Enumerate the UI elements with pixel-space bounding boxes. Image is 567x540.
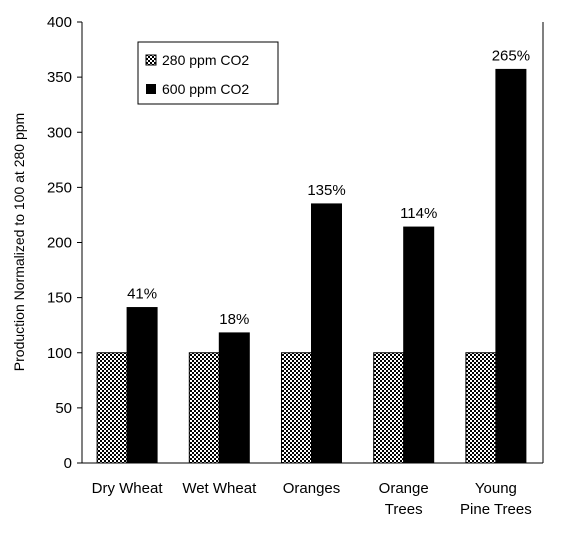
data-label: 265%	[492, 47, 530, 64]
y-axis-ticks: 0 50 100 150 200 250 300 350 400	[47, 14, 82, 472]
bar-280ppm	[281, 352, 312, 464]
legend-swatch-280	[145, 54, 157, 66]
bar-600ppm	[126, 307, 158, 464]
data-label: 114%	[400, 205, 437, 222]
data-label: 18%	[219, 311, 249, 328]
bar-280ppm	[96, 352, 128, 464]
bar-600ppm	[403, 226, 435, 464]
category-label: Oranges	[283, 480, 341, 497]
bar-600ppm	[218, 332, 250, 464]
bar-280ppm	[373, 352, 405, 464]
bar-280ppm	[465, 352, 497, 464]
bar-600ppm	[311, 203, 342, 464]
y-tick-label: 350	[47, 69, 72, 86]
bar-600ppm	[495, 68, 527, 464]
y-axis-title: Production Normalized to 100 at 280 ppm	[11, 113, 27, 371]
bar-280ppm	[188, 352, 220, 464]
legend-label-600: 600 ppm CO2	[162, 81, 249, 97]
data-label: 41%	[127, 286, 157, 303]
y-tick-label: 0	[64, 455, 72, 472]
category-label: Pine Trees	[460, 501, 532, 518]
data-label: 135%	[307, 182, 345, 199]
category-label: Dry Wheat	[92, 480, 164, 497]
category-label: Wet Wheat	[182, 480, 257, 497]
category-label: Trees	[385, 501, 423, 518]
legend-label-280: 280 ppm CO2	[162, 52, 249, 68]
bars-group	[96, 68, 527, 464]
y-tick-label: 300	[47, 124, 72, 141]
legend-swatch-600	[146, 84, 156, 94]
y-tick-label: 250	[47, 179, 72, 196]
y-tick-label: 200	[47, 235, 72, 252]
data-labels-group: 41% 18% 135% 114% 265%	[127, 47, 530, 327]
y-tick-label: 400	[47, 14, 72, 31]
y-tick-label: 100	[47, 345, 72, 362]
legend-box	[137, 41, 279, 105]
category-labels-group: Dry Wheat Wet Wheat Oranges Orange Trees Youn…	[92, 480, 532, 518]
y-tick-label: 50	[55, 400, 72, 417]
category-label: Young	[475, 480, 517, 497]
legend: 280 ppm CO2 600 ppm CO2	[137, 41, 279, 105]
category-label: Orange	[379, 480, 429, 497]
y-tick-label: 150	[47, 290, 72, 307]
